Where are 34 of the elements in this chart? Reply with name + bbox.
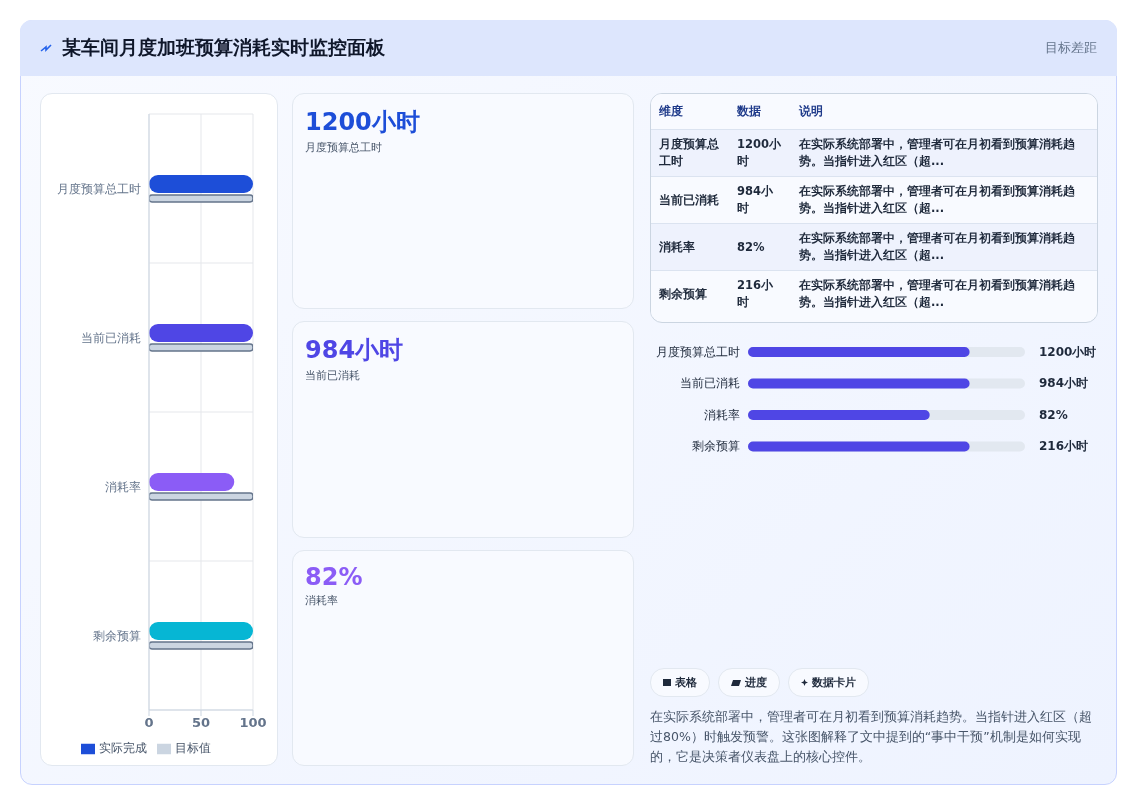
legend-label: 目标值 bbox=[175, 741, 211, 755]
x-tick-label: 0 bbox=[144, 715, 154, 731]
text: 984小时 bbox=[1039, 376, 1089, 391]
text: 当前已消耗 bbox=[305, 368, 361, 383]
y-tick-label: 月度预算总工时 bbox=[57, 181, 141, 196]
text: 82% bbox=[1039, 407, 1068, 422]
text: 1200小时 bbox=[1039, 344, 1097, 359]
text: 说明 bbox=[798, 103, 824, 120]
text: 82% bbox=[305, 563, 364, 591]
text: 216小时 bbox=[1039, 439, 1089, 454]
text: 进度 bbox=[718, 668, 780, 697]
text: 在实际系统部署中，管理者可在月初看到预算消耗趋势。当指针进入红区（超过80%）时触发预警。这张图解释了文中提到的“事中干预”机制是如何实现的，它是决策者仪表盘上的核心控件。 bbox=[650, 708, 1093, 766]
text: 消耗率 bbox=[305, 593, 339, 608]
text: 984小时 bbox=[305, 335, 405, 366]
table-row: 剩余预算 216小时 在实际系统部署中，管理者可在月初看到预算消耗趋势。当指针进入红区（超... bbox=[651, 270, 1097, 317]
legend-label: 实际完成 bbox=[99, 741, 147, 755]
text: 表格 bbox=[650, 668, 710, 697]
y-tick-label: 消耗率 bbox=[105, 479, 141, 494]
y-tick-label: 当前已消耗 bbox=[680, 376, 740, 391]
y-tick-label: 当前已消耗 bbox=[81, 330, 141, 345]
text: 维度 bbox=[658, 103, 684, 120]
x-tick-label: 50 bbox=[191, 715, 211, 731]
y-tick-label: 消耗率 bbox=[704, 407, 740, 422]
text: 月度预算总工时 bbox=[305, 140, 383, 155]
table-row: 当前已消耗 984小时 在实际系统部署中，管理者可在月初看到预算消耗趋势。当指针进入红区（超... bbox=[651, 176, 1097, 224]
y-tick-label: 月度预算总工时 bbox=[656, 344, 740, 359]
text: 1200小时 bbox=[305, 107, 421, 138]
x-tick-label: 100 bbox=[239, 715, 267, 731]
text: 目标差距 bbox=[1045, 39, 1097, 57]
text: 某车间月度加班预算消耗实时监控面板 bbox=[62, 35, 385, 60]
y-tick-label: 剩余预算 bbox=[93, 628, 141, 643]
y-tick-label: 剩余预算 bbox=[692, 439, 740, 454]
text: 数据 bbox=[736, 103, 762, 120]
text: 数据卡片 bbox=[788, 668, 869, 697]
